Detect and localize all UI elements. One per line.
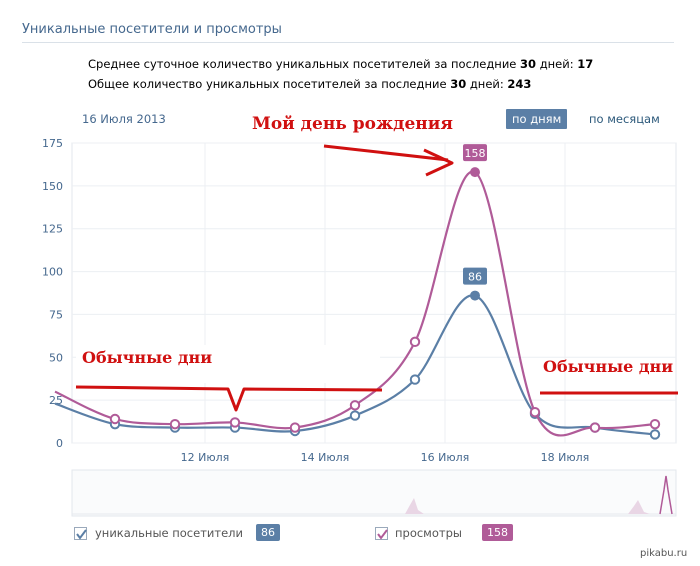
peak-value-label: 86 — [468, 271, 482, 284]
checkmark-icon — [76, 529, 87, 540]
peak-value-badge — [463, 267, 487, 285]
data-point — [409, 374, 421, 385]
data-point — [169, 418, 181, 430]
y-tick-label: 50 — [49, 351, 63, 364]
y-tick-label: 175 — [42, 137, 63, 150]
y-tick-label: 25 — [49, 394, 63, 407]
stat-average-value: 17 — [577, 57, 594, 71]
y-tick-label: 75 — [49, 308, 63, 321]
by-months-button[interactable]: по месяцам — [589, 112, 660, 126]
data-point — [649, 418, 661, 430]
data-point — [470, 167, 480, 178]
x-tick-label: 16 Июля — [421, 451, 470, 464]
watermark: pikabu.ru — [640, 548, 688, 559]
unique-visitors-count-badge: 86 — [256, 524, 280, 541]
arrow-head — [423, 148, 454, 177]
checkmark-icon — [377, 529, 388, 540]
stat-average-days: 30 — [520, 57, 537, 71]
views-count-badge: 158 — [482, 524, 513, 541]
data-point — [289, 422, 301, 433]
views-checkbox[interactable] — [375, 527, 388, 540]
stat-total-text: Общее количество уникальных посетителей … — [88, 77, 451, 91]
selected-date-label: 16 Июля 2013 — [82, 112, 166, 126]
overview-spike — [659, 475, 673, 515]
stat-average-daily: Среднее суточное количество уникальных п… — [88, 57, 593, 71]
data-point — [529, 406, 541, 418]
stat-total-days: 30 — [450, 77, 467, 91]
overview-strip — [71, 469, 677, 517]
unique-visitors-legend-label: уникальные посетители — [95, 526, 243, 540]
birthday-annotation: Мой день рождения — [252, 114, 453, 134]
stat-total-mid: дней: — [466, 77, 508, 91]
data-point — [409, 336, 421, 348]
overview-bump — [628, 500, 650, 514]
title-divider — [22, 42, 674, 43]
page-title: Уникальные посетители и просмотры — [22, 22, 282, 37]
peak-value-badge — [463, 144, 487, 162]
unique-visitors-checkbox[interactable] — [74, 527, 87, 540]
stat-total-unique: Общее количество уникальных посетителей … — [88, 77, 531, 91]
normal-days-annotation-right: Обычные дни — [543, 357, 674, 376]
data-point — [229, 417, 241, 428]
chart-plot-group: 0 25 50 75 100 125 150 175 12 Июля 14 Июля 16 Июля… — [42, 137, 678, 517]
overview-bump — [405, 498, 424, 514]
x-tick-label: 14 Июля — [301, 451, 350, 464]
stat-total-value: 243 — [507, 77, 532, 91]
y-tick-label: 0 — [56, 437, 63, 450]
peak-value-label: 158 — [465, 147, 486, 160]
data-point — [470, 290, 480, 301]
arrow-shaft — [323, 144, 449, 162]
normal-days-annotation-left: Обычные дни — [82, 348, 213, 367]
y-tick-label: 100 — [42, 266, 63, 279]
data-point — [349, 410, 361, 421]
views-legend-label: просмотры — [395, 526, 462, 540]
data-point — [589, 422, 601, 433]
by-days-button[interactable]: по дням — [506, 109, 568, 129]
data-point — [649, 429, 661, 440]
normal-days-underline-left — [75, 385, 383, 412]
stat-average-mid: дней: — [536, 57, 578, 71]
annotation-backdrop — [76, 345, 380, 383]
data-point — [349, 400, 361, 411]
x-tick-label: 12 Июля — [181, 451, 230, 464]
x-tick-label: 18 Июля — [541, 451, 590, 464]
y-tick-label: 150 — [42, 180, 63, 193]
plot-frame — [71, 142, 677, 444]
stat-average-text: Среднее суточное количество уникальных п… — [88, 57, 521, 71]
y-tick-label: 125 — [42, 223, 63, 236]
data-point — [109, 413, 121, 425]
